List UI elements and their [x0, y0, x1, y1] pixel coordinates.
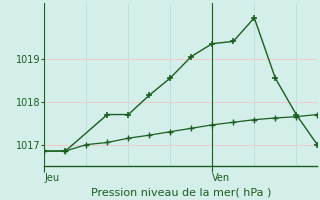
X-axis label: Pression niveau de la mer( hPa ): Pression niveau de la mer( hPa ) — [91, 187, 271, 197]
